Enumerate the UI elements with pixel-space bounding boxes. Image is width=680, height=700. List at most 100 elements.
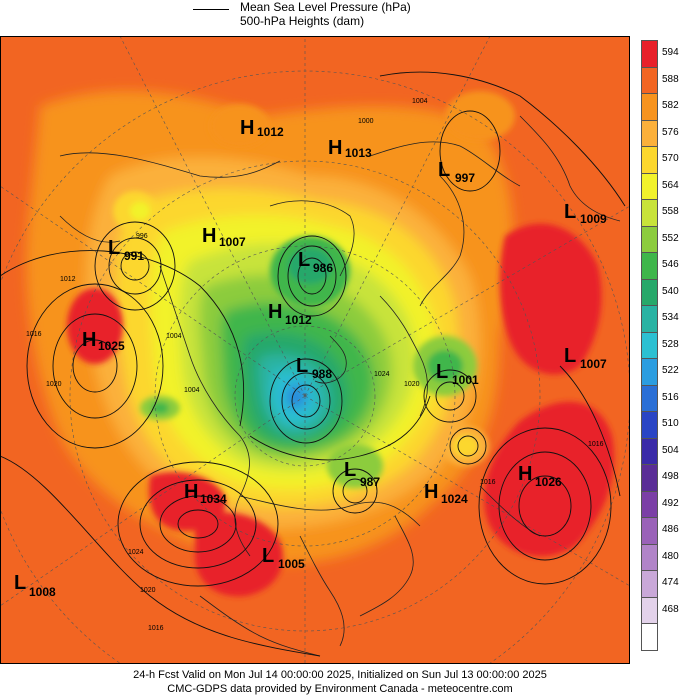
colorbar-swatch	[641, 93, 658, 121]
pressure-system-letter: L	[564, 201, 576, 223]
colorbar-swatch	[641, 225, 658, 253]
isobars	[0, 71, 626, 657]
pressure-system-value: 1009	[580, 212, 607, 226]
colorbar-label: 582	[662, 100, 679, 111]
pressure-system-letter: L	[436, 361, 448, 383]
latitude-circles	[0, 36, 630, 664]
isobar-label: 1004	[184, 387, 200, 394]
pressure-system-value: 1013	[345, 146, 372, 160]
colorbar-label: 510	[662, 418, 679, 429]
colorbar-label: 492	[662, 497, 679, 509]
isobar-label: 1004	[166, 333, 182, 340]
pressure-system-value: 991	[124, 249, 144, 263]
colorbar-label: 546	[662, 259, 679, 270]
isobar-label: 1016	[588, 441, 604, 448]
pressure-system-letter: L	[14, 572, 26, 594]
colorbar-swatch	[641, 305, 658, 333]
isobar-label-group: 1004 1000 996 1012 1016 1020 1004 1020 1…	[26, 98, 604, 632]
colorbar-label: 588	[662, 73, 679, 85]
pressure-system-value: 1026	[535, 475, 562, 489]
pressure-systems: H 1012 H 1013 L 997 L 1009 L 991 H 1007 …	[14, 117, 607, 599]
pressure-system-value: 1001	[452, 373, 479, 387]
colorbar-label: 576	[662, 126, 679, 138]
forecast-valid-text: 24-h Fcst Valid on Mon Jul 14 00:00:00 2…	[133, 669, 547, 681]
pressure-system-letter: H	[328, 137, 342, 159]
colorbar-swatch	[641, 66, 658, 94]
colorbar-label: 594	[662, 47, 679, 58]
pressure-system-value: 988	[312, 367, 332, 381]
colorbar-swatch	[641, 517, 658, 545]
colorbar-label: 480	[662, 550, 679, 562]
isobar-label: 1024	[128, 549, 144, 556]
colorbar-swatch	[641, 490, 658, 518]
pressure-system-letter: H	[424, 481, 438, 503]
colorbar-swatch	[641, 199, 658, 227]
colorbar-swatch	[641, 331, 658, 359]
colorbar-label: 540	[662, 285, 679, 297]
pressure-system-value: 997	[455, 171, 475, 185]
pressure-system-value: 1024	[441, 492, 468, 506]
colorbar-label: 528	[662, 338, 679, 350]
pressure-system-letter: L	[298, 249, 310, 271]
colorbar-swatch	[641, 623, 658, 651]
pressure-system-value: 986	[313, 261, 333, 275]
data-credit-text: CMC-GDPS data provided by Environment Ca…	[167, 683, 513, 695]
colorbar-swatch	[641, 119, 658, 147]
chart-header: Mean Sea Level Pressure (hPa) 500-hPa He…	[0, 0, 680, 36]
pressure-system-letter: H	[518, 463, 532, 485]
colorbar-swatch	[641, 596, 658, 624]
pressure-system-value: 1005	[278, 557, 305, 571]
heights-legend-text: 500-hPa Heights (dam)	[240, 14, 365, 28]
colorbar-label: 564	[662, 179, 679, 191]
colorbar-swatch	[641, 278, 658, 306]
pressure-system-letter: L	[262, 545, 274, 567]
colorbar-label: 498	[662, 471, 679, 482]
pressure-system-letter: L	[296, 355, 308, 377]
pressure-system-value: 1012	[257, 125, 284, 139]
pressure-system-letter: H	[268, 301, 282, 323]
pressure-system-letter: H	[202, 225, 216, 247]
pressure-system-value: 987	[360, 475, 380, 489]
pressure-system-value: 1025	[98, 339, 125, 353]
isobar-label: 996	[136, 233, 148, 240]
pressure-system-letter: H	[82, 329, 96, 351]
chart-footer: 24-h Fcst Valid on Mon Jul 14 00:00:00 2…	[0, 668, 680, 696]
pressure-system-letter: L	[344, 459, 356, 481]
colorbar-label: 522	[662, 365, 679, 376]
colorbar-label: 552	[662, 232, 679, 244]
colorbar-swatch	[641, 358, 658, 386]
pressure-system-value: 1007	[580, 357, 607, 371]
isobar-label: 1020	[46, 381, 62, 388]
isobar-label: 1016	[26, 331, 42, 338]
colorbar-label: 504	[662, 444, 679, 456]
weather-map: 1004 1000 996 1012 1016 1020 1004 1020 1…	[0, 36, 630, 664]
pressure-system-letter: L	[108, 237, 120, 259]
height-field-shading	[26, 90, 514, 564]
pressure-system-value: 1008	[29, 585, 56, 599]
pressure-system-letter: L	[438, 159, 450, 181]
colorbar-swatch	[641, 543, 658, 571]
coastlines	[59, 115, 621, 657]
isobar-label: 1024	[374, 371, 390, 378]
colorbar-label: 516	[662, 391, 679, 403]
isobar-label: 1000	[358, 118, 374, 125]
colorbar-label: 558	[662, 206, 679, 217]
isobar-label: 1020	[404, 381, 420, 388]
colorbar-swatch	[641, 146, 658, 174]
pressure-system-value: 1012	[285, 313, 312, 327]
colorbar: 594 588 582 576 570 564 558 552 546 540 534 528 522 5…	[641, 36, 680, 664]
colorbar-swatch	[641, 570, 658, 598]
map-frame	[0, 36, 630, 664]
pressure-system-value: 1034	[200, 492, 227, 506]
pressure-legend-text: Mean Sea Level Pressure (hPa)	[240, 0, 411, 14]
colorbar-swatch	[641, 40, 658, 68]
colorbar-swatch	[641, 172, 658, 200]
isobar-label: 1004	[412, 98, 428, 105]
colorbar-swatch	[641, 464, 658, 492]
colorbar-swatch	[641, 411, 658, 439]
isobar-label: 1016	[480, 479, 496, 486]
isobar-label: 1020	[140, 587, 156, 594]
isobar-label: 1012	[60, 276, 76, 283]
pressure-system-value: 1007	[219, 235, 246, 249]
pressure-legend-line	[193, 9, 229, 10]
